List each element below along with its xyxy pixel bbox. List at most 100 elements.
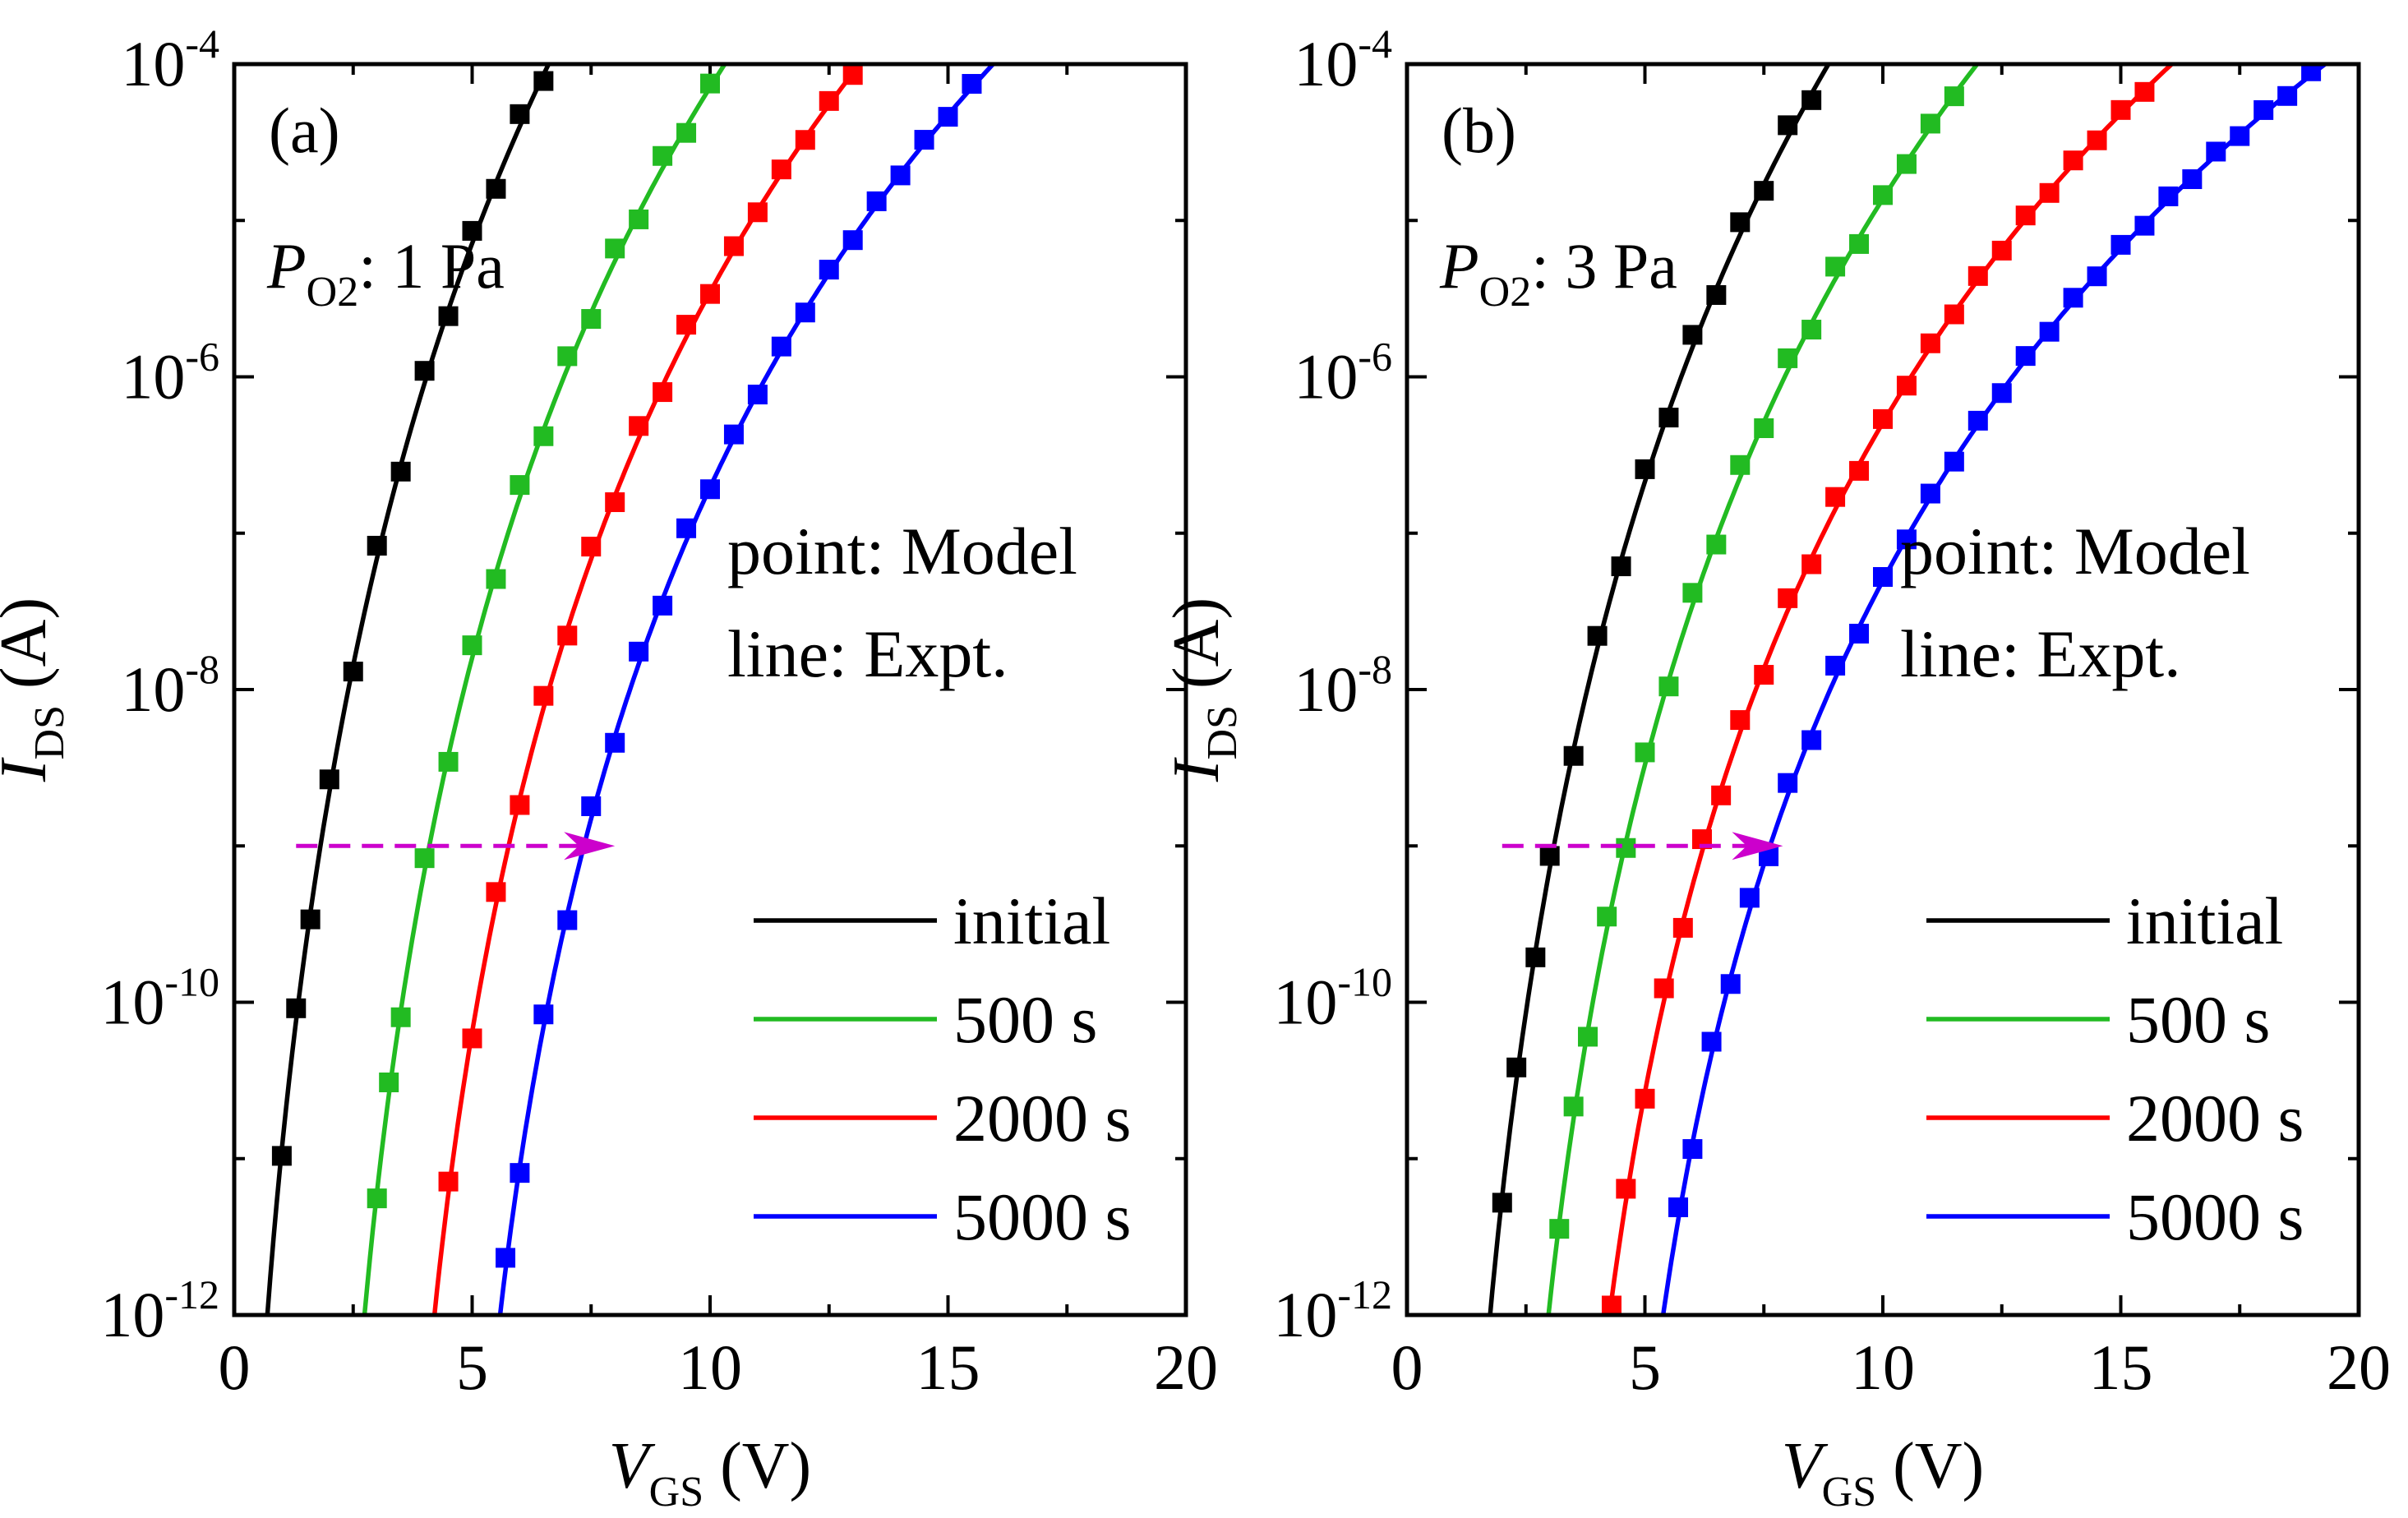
y-tick-label: 10-8 (1294, 646, 1392, 725)
condition-value: : 1 Pa (358, 230, 505, 302)
y-tick-exponent: -10 (1337, 959, 1392, 1005)
y-tick-base: 10 (1294, 28, 1358, 99)
x-tick-label: 0 (219, 1331, 251, 1403)
model-point (1611, 556, 1631, 577)
model-point (2134, 81, 2155, 102)
model-point (462, 1028, 482, 1049)
model-point (1682, 325, 1703, 345)
model-point (700, 479, 720, 500)
y-tick-label: 10-6 (121, 334, 219, 413)
model-point (533, 426, 554, 446)
x-tick-label: 5 (456, 1331, 488, 1403)
model-point (1801, 90, 1822, 110)
y-axis-unit: (A) (0, 598, 60, 705)
plot-frame (232, 62, 1188, 1317)
y-axis-label: IDS (A) (1160, 598, 1246, 782)
model-point (1778, 115, 1798, 136)
y-tick-base: 10 (1294, 653, 1358, 725)
plot-area (1488, 64, 2329, 1315)
model-point (1597, 907, 1617, 927)
y-tick-exponent: -4 (185, 21, 219, 67)
model-point (676, 518, 697, 538)
model-point (1944, 304, 1964, 325)
y-axis-unit: (A) (1160, 598, 1233, 705)
model-point (1730, 212, 1751, 233)
model-point (2277, 85, 2298, 106)
x-tick-label: 20 (1154, 1331, 1218, 1403)
y-tick-exponent: -8 (1358, 646, 1392, 692)
model-point (1506, 1057, 1527, 1077)
panel-label: (a) (269, 95, 340, 166)
legend-label: 2000 s (2126, 1081, 2304, 1156)
model-point (1778, 348, 1798, 368)
y-axis-symbol: I (0, 757, 60, 782)
model-point (1616, 837, 1636, 858)
x-tick-label: 10 (1851, 1331, 1915, 1403)
y-axis-label: IDS (A) (0, 598, 73, 782)
y-tick-exponent: -12 (1337, 1271, 1392, 1317)
model-point (890, 165, 911, 186)
model-point (1587, 625, 1608, 646)
model-point (1754, 181, 1774, 201)
y-tick-label: 10-6 (1294, 334, 1392, 413)
model-point (700, 73, 720, 94)
model-point (1849, 460, 1870, 481)
x-axis-label: VGS (V) (609, 1430, 811, 1516)
model-point (1563, 745, 1584, 766)
legend-label: 500 s (2126, 982, 2270, 1057)
y-tick-base: 10 (100, 967, 164, 1038)
model-point (1563, 1096, 1584, 1117)
model-point (866, 191, 887, 211)
model-point (533, 685, 554, 706)
panel-label: (b) (1442, 95, 1516, 166)
model-point (842, 230, 863, 251)
model-point (2063, 288, 2083, 308)
y-tick-base: 10 (100, 1279, 164, 1350)
model-point (819, 90, 839, 111)
model-point (1635, 459, 1655, 479)
x-axis-unit: (V) (703, 1430, 811, 1502)
model-point (1635, 742, 1655, 763)
model-point (1896, 529, 1917, 550)
x-axis-symbol: V (1782, 1430, 1829, 1502)
model-point (581, 796, 602, 816)
expt-line-initial (265, 64, 551, 1315)
model-point (510, 1163, 530, 1183)
model-point (1616, 1179, 1636, 1199)
model-point (557, 346, 578, 367)
note-text: point: Model (1900, 514, 2250, 588)
model-point (1658, 408, 1679, 428)
y-tick-label: 10-12 (100, 1271, 219, 1350)
model-point (510, 795, 530, 815)
y-tick-base: 10 (1273, 967, 1337, 1038)
model-point (367, 1188, 387, 1209)
legend-label: initial (2126, 884, 2283, 958)
x-tick-label: 15 (2089, 1331, 2153, 1403)
x-tick-label: 10 (678, 1331, 742, 1403)
model-point (581, 309, 602, 330)
model-point (605, 492, 625, 513)
x-axis-subscript: GS (1822, 1469, 1876, 1516)
x-tick-label: 20 (2327, 1331, 2391, 1403)
legend-label: 5000 s (2126, 1179, 2304, 1254)
model-point (653, 145, 673, 166)
model-point (962, 74, 982, 95)
model-point (2039, 321, 2060, 342)
model-point (486, 178, 506, 199)
model-point (914, 130, 934, 150)
model-point (1682, 1139, 1703, 1160)
model-point (2134, 215, 2155, 236)
model-point (1578, 1027, 1598, 1047)
model-point (1739, 888, 1760, 908)
model-point (510, 475, 530, 496)
model-point (438, 751, 459, 772)
model-point (533, 1004, 554, 1025)
y-tick-exponent: -4 (1358, 21, 1392, 67)
model-point (1873, 185, 1893, 205)
model-point (1801, 320, 1822, 340)
model-point (1825, 655, 1846, 676)
condition-subscript: O2 (307, 269, 359, 316)
model-point (390, 1007, 411, 1027)
